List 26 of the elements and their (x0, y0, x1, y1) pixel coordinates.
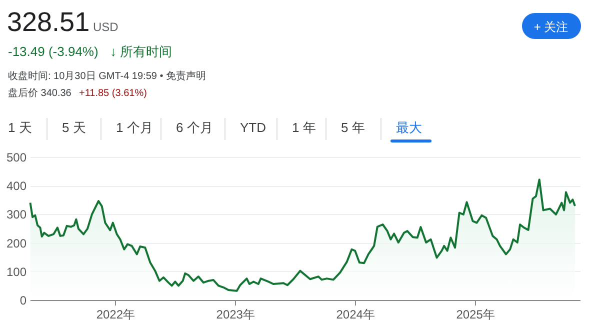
text: 盘后价 340.36 (8, 87, 72, 99)
y-tick-label: 500 (6, 150, 27, 164)
text: +11.85 (3.61%) (79, 88, 147, 99)
text: 1 天 (8, 120, 32, 135)
text: 6 个月 (176, 120, 213, 135)
x-tick-label: 2023年 (216, 308, 255, 322)
text: 收盘时间: 10月30日 GMT-4 19:59 • 免责声明 (8, 70, 206, 82)
text: 最大 (396, 120, 422, 135)
text: -13.49 (-3.94%) (8, 44, 98, 59)
text: 5 年 (341, 120, 365, 135)
y-tick-label: 300 (6, 208, 27, 222)
y-tick-label: 400 (6, 179, 27, 194)
y-tick-label: 200 (6, 236, 27, 250)
text: ↓ 所有时间 (110, 44, 172, 59)
x-tick-label: 2024年 (336, 308, 375, 322)
text: 1 年 (292, 120, 316, 135)
y-tick-label: 0 (20, 294, 27, 308)
x-tick-label: 2022年 (96, 308, 136, 322)
y-tick-label: 100 (6, 264, 27, 279)
text: USD (93, 20, 119, 34)
text: 5 天 (62, 120, 86, 135)
text: + 关注 (534, 20, 568, 34)
chart-title: 328.51 (7, 7, 90, 37)
text: YTD (240, 120, 266, 135)
text: 1 个月 (116, 120, 153, 135)
x-tick-label: 2025年 (456, 308, 495, 322)
